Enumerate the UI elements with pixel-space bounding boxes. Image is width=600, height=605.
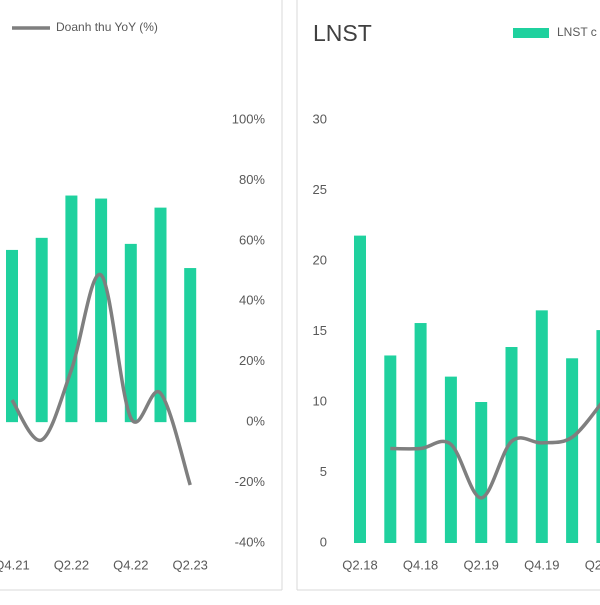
y-tick-label: 10	[313, 393, 327, 408]
y-tick-label: -20%	[235, 474, 266, 489]
bar	[354, 235, 366, 543]
y-tick-label: -40%	[235, 534, 266, 549]
y-tick-label: 100%	[232, 111, 266, 126]
bar	[95, 198, 108, 423]
x-tick-label: Q4.18	[403, 557, 438, 572]
bar	[566, 358, 579, 543]
y-tick-label: 0%	[246, 414, 265, 429]
legend-swatch	[513, 28, 549, 38]
y-tick-label: 15	[313, 323, 327, 338]
legend-label: LNST c	[557, 25, 597, 39]
y-tick-label: 80%	[239, 172, 265, 187]
bar	[6, 249, 18, 423]
bar	[35, 237, 48, 423]
bar	[596, 330, 600, 543]
chart-title: LNST	[313, 20, 372, 46]
x-tick-label: Q2.20	[585, 557, 600, 572]
legend-label: Doanh thu YoY (%)	[56, 20, 158, 34]
bar	[184, 268, 197, 423]
bar	[65, 195, 78, 423]
y-tick-label: 5	[320, 464, 327, 479]
y-tick-label: 25	[313, 182, 327, 197]
bar	[505, 347, 518, 543]
x-tick-label: Q4.19	[524, 557, 559, 572]
y-tick-label: 30	[313, 111, 327, 126]
y-tick-label: 40%	[239, 293, 265, 308]
right-chart: LNST 0 5 10 15 20 25 30 Q2.18 Q4.18 Q2.19 Q4.19 Q2.2…	[313, 20, 600, 572]
x-tick-label: Q2.22	[54, 557, 89, 572]
x-tick-label: Q4.22	[113, 557, 148, 572]
x-tick-label: Q2.23	[172, 557, 207, 572]
x-tick-label: Q4.21	[0, 557, 30, 572]
line	[10, 273, 192, 486]
bar	[414, 323, 427, 543]
y-tick-label: 20%	[239, 353, 265, 368]
bar	[444, 376, 457, 543]
bar	[154, 207, 167, 423]
y-tick-label: 0	[320, 534, 327, 549]
x-tick-label: Q2.19	[463, 557, 498, 572]
line	[390, 402, 600, 500]
bar	[475, 402, 488, 543]
bar	[124, 243, 137, 423]
left-chart: -40% -20% 0% 20% 40% 60% 80% 100% Q4.21 Q2.22 Q4.2…	[0, 20, 265, 572]
x-tick-label: Q2.18	[342, 557, 377, 572]
y-tick-label: 20	[313, 252, 327, 267]
bar	[535, 310, 548, 543]
y-tick-label: 60%	[239, 232, 265, 247]
